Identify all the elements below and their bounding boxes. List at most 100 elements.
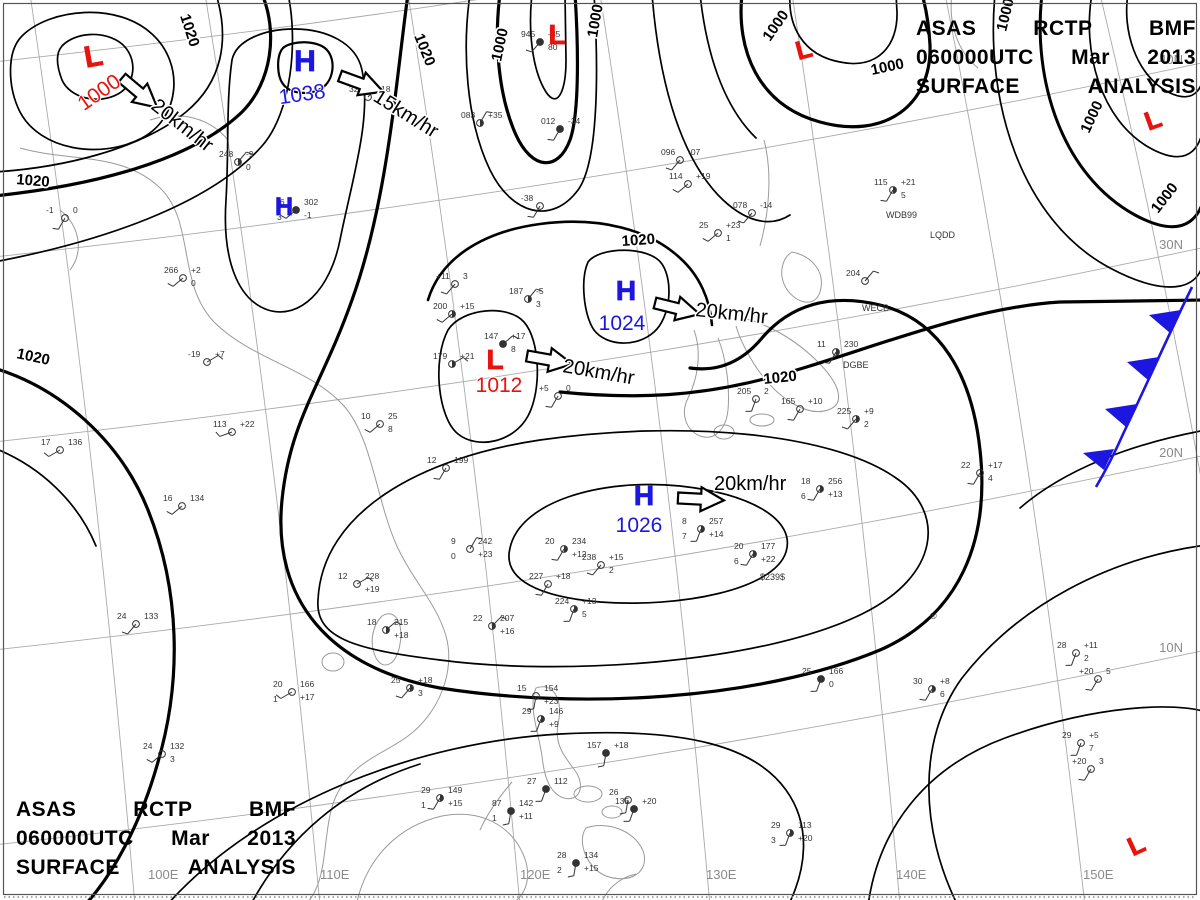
station-value: -34 xyxy=(568,116,581,126)
station-value: +14 xyxy=(709,529,724,539)
station-value: +11 xyxy=(1084,640,1098,650)
pressure-center-low: L xyxy=(792,32,816,66)
station-value: 200 xyxy=(433,301,447,311)
station-value: 2 xyxy=(764,386,769,396)
station-value: 134 xyxy=(584,850,598,860)
station-value: 2 xyxy=(609,565,614,575)
isobar-value-label: 1020 xyxy=(15,345,51,369)
pressure-letter: H xyxy=(294,45,316,78)
station-value: -07 xyxy=(688,147,701,157)
station-value: +23 xyxy=(478,549,493,559)
station-value: -1 xyxy=(46,205,54,215)
station-value: 29 xyxy=(421,785,431,795)
cold-front-triangle xyxy=(1105,404,1137,427)
station-plot: 078 -14 xyxy=(733,200,773,224)
station-plot: WECB xyxy=(862,303,889,313)
station-code: WECB xyxy=(862,303,889,313)
station-value: 20 xyxy=(273,679,283,689)
chart-title-bottom-left: ASAS RCTP BMF 060000UTC Mar 2013 SURFACE… xyxy=(16,795,296,882)
station-value: -35 xyxy=(548,29,561,39)
longitude-label: 110E xyxy=(320,867,350,882)
station-plot: 096 -07 xyxy=(661,147,701,171)
station-value: 25 xyxy=(802,666,812,676)
station-value: 0 xyxy=(451,551,456,561)
station-value: 29 xyxy=(522,706,532,716)
station-value: 3 xyxy=(418,688,423,698)
station-value: 28 xyxy=(1057,640,1067,650)
station-plot: 26 xyxy=(609,787,632,815)
movement-arrow-icon xyxy=(652,294,702,322)
station-value: 5 xyxy=(1106,666,1111,676)
station-value: 146 xyxy=(549,706,563,716)
station-value: 3 xyxy=(1099,756,1104,766)
station-value: 16 xyxy=(163,493,173,503)
station-value: 115 xyxy=(874,177,888,187)
station-value: 1 xyxy=(273,694,278,704)
station-value: 187 xyxy=(509,286,523,296)
station-plot: 28 134 +15 2 xyxy=(557,850,599,878)
station-value: 1 xyxy=(726,233,731,243)
station-plot: 16 134 xyxy=(163,493,204,515)
longitude-label: 140E xyxy=(896,867,927,882)
pressure-value: 1000 xyxy=(74,70,125,116)
station-value: 0 xyxy=(191,278,196,288)
station-value: 230 xyxy=(844,339,858,349)
station-plot: 10 25 8 xyxy=(361,411,398,434)
station-plot: 224 +13 5 xyxy=(555,596,597,622)
station-plot: 179 +21 xyxy=(433,351,475,368)
station-value: 29 xyxy=(771,820,781,830)
station-value: 10 xyxy=(361,411,371,421)
station-plot: 25 166 0 xyxy=(802,666,843,692)
graticule-labels: 100E 110E 120E 130E 140E 150E 40N 30N 20N 10N xyxy=(148,52,1183,882)
pressure-value: 1026 xyxy=(616,514,663,537)
movement-arrow-icon xyxy=(336,69,386,97)
station-plot: 200 +15 xyxy=(433,301,475,323)
station-plot: 25 +18 3 xyxy=(391,675,433,699)
station-value: 15 xyxy=(517,683,527,693)
station-value: 6 xyxy=(734,556,739,566)
station-value: 225 xyxy=(837,406,851,416)
station-value: 24 xyxy=(143,741,153,751)
station-value: 24 xyxy=(117,611,127,621)
station-value: 2 xyxy=(864,419,869,429)
station-plot: 20 177 +22 6 xyxy=(734,541,776,566)
station-value: 0 xyxy=(566,383,571,393)
pressure-letter: L xyxy=(792,33,815,66)
station-value: +9 xyxy=(549,719,559,729)
station-value: 22 xyxy=(961,460,971,470)
station-value: 132 xyxy=(170,741,184,751)
station-value: 147 xyxy=(484,331,498,341)
movement-speed-label: 20km/hr xyxy=(714,473,787,495)
station-plot: -19 +7 xyxy=(188,349,225,366)
station-plot: 205 2 xyxy=(737,386,769,412)
isobar-value-label: 1020 xyxy=(176,12,202,49)
station-value: -19 xyxy=(188,349,201,359)
station-value: +13 xyxy=(828,489,843,499)
pressure-letter: L xyxy=(486,344,503,375)
station-value: +23 xyxy=(544,696,559,706)
station-value: 234 xyxy=(572,536,586,546)
pressure-letter: L xyxy=(1140,103,1165,137)
station-value: 25 xyxy=(391,675,401,685)
isobar-value-label: 1000 xyxy=(584,3,607,39)
longitude-label: 150E xyxy=(1083,867,1114,882)
station-value: +21 xyxy=(460,351,475,361)
station-value: 8 xyxy=(511,344,516,354)
station-plot: 87 142 +11 1 xyxy=(492,798,533,826)
station-code: WDB99 xyxy=(886,210,917,220)
station-value: 80 xyxy=(548,42,558,52)
movement-speed-label: 20km/hr xyxy=(561,355,636,389)
station-value: -1 xyxy=(304,210,312,220)
station-value: +19 xyxy=(696,171,711,181)
station-value: 166 xyxy=(300,679,314,689)
station-value: +5 xyxy=(539,383,549,393)
station-plot: +20 5 xyxy=(1079,666,1111,691)
station-value: +11 xyxy=(519,811,533,821)
station-value: +15 xyxy=(448,798,463,808)
station-plot: 30 +8 6 xyxy=(913,676,950,701)
station-plot: 227 +18 xyxy=(529,571,571,596)
station-value: +18 xyxy=(376,84,391,94)
isobar-value-label: 1000 xyxy=(1148,180,1182,217)
